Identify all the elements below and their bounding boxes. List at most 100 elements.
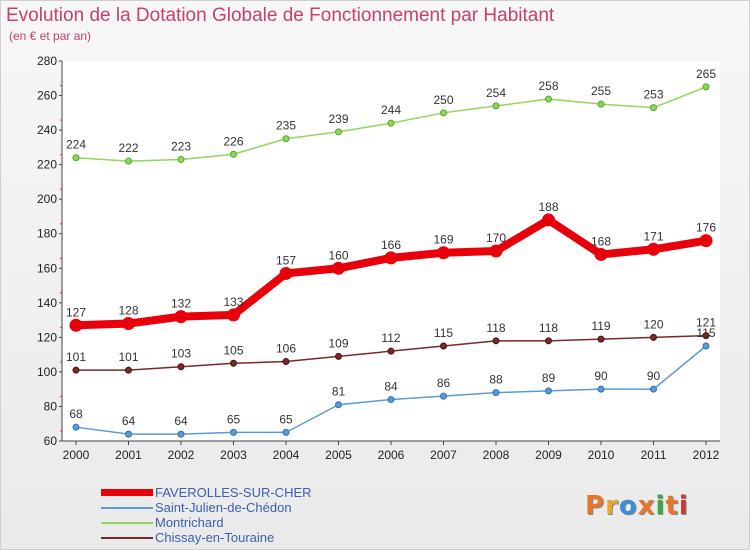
data-label: 157 xyxy=(276,253,296,267)
data-point xyxy=(387,119,395,127)
data-point xyxy=(335,128,342,136)
data-point xyxy=(440,109,447,117)
data-label: 112 xyxy=(381,331,400,345)
data-point xyxy=(650,385,657,393)
x-tick-label: 2004 xyxy=(273,448,300,462)
data-label: 168 xyxy=(591,234,611,248)
x-tick-label: 2009 xyxy=(535,448,562,462)
y-tick-label: 280 xyxy=(37,54,57,68)
data-point xyxy=(545,95,552,103)
data-label: 253 xyxy=(643,88,663,102)
y-tick-label: 60 xyxy=(44,434,58,448)
data-point xyxy=(489,244,503,258)
data-point xyxy=(702,342,710,350)
data-point xyxy=(492,337,500,345)
data-point xyxy=(282,358,290,366)
data-label: 118 xyxy=(486,321,505,335)
legend-swatch xyxy=(101,507,153,509)
y-tick-label: 240 xyxy=(37,123,57,137)
data-label: 84 xyxy=(384,380,398,394)
data-label: 250 xyxy=(433,93,453,107)
chart-title: Evolution de la Dotation Globale de Fonc… xyxy=(6,5,555,26)
data-label: 169 xyxy=(433,233,453,247)
legend-item-montrichard: Montrichard xyxy=(101,515,401,530)
data-label: 103 xyxy=(171,347,191,361)
data-point xyxy=(594,247,608,261)
data-label: 115 xyxy=(696,326,715,340)
data-label: 88 xyxy=(489,373,503,387)
data-point xyxy=(122,317,135,331)
data-label: 65 xyxy=(227,412,241,426)
data-label: 224 xyxy=(66,138,86,152)
data-point xyxy=(279,266,293,280)
data-label: 258 xyxy=(538,79,558,93)
data-point xyxy=(702,332,710,340)
x-tick-label: 2005 xyxy=(325,448,352,462)
data-label: 119 xyxy=(591,319,610,333)
data-point xyxy=(125,157,132,165)
data-label: 109 xyxy=(328,336,348,350)
data-label: 265 xyxy=(696,67,716,81)
data-point xyxy=(650,333,657,341)
data-label: 64 xyxy=(122,414,136,428)
legend: FAVEROLLES-SUR-CHER Saint-Julien-de-Chéd… xyxy=(101,485,401,545)
data-label: 89 xyxy=(542,371,556,385)
data-label: 132 xyxy=(171,297,191,311)
data-label: 81 xyxy=(332,385,346,399)
data-point xyxy=(650,104,657,112)
proxiti-logo: Proxiti xyxy=(585,491,689,521)
legend-item-chissay: Chissay-en-Touraine xyxy=(101,530,401,545)
data-label: 223 xyxy=(171,139,191,153)
y-tick-label: 180 xyxy=(37,227,57,241)
data-label: 120 xyxy=(643,317,663,331)
data-point xyxy=(125,430,132,438)
data-point xyxy=(387,396,395,404)
legend-swatch xyxy=(101,489,153,496)
data-label: 244 xyxy=(381,103,401,117)
data-point xyxy=(177,155,185,163)
data-point xyxy=(227,308,240,322)
x-tick-label: 2002 xyxy=(168,448,195,462)
y-tick-label: 80 xyxy=(44,399,58,413)
data-label: 118 xyxy=(539,321,558,335)
data-point xyxy=(545,337,552,345)
y-tick-label: 200 xyxy=(37,192,57,206)
x-tick-label: 2001 xyxy=(115,448,142,462)
x-tick-label: 2008 xyxy=(483,448,510,462)
data-point xyxy=(597,100,605,108)
data-point xyxy=(72,423,80,431)
y-tick-label: 260 xyxy=(37,89,57,103)
data-label: 133 xyxy=(223,295,243,309)
data-point xyxy=(335,401,342,409)
data-point xyxy=(335,352,342,360)
data-point xyxy=(597,385,605,393)
data-label: 68 xyxy=(69,407,83,421)
data-point xyxy=(647,242,660,256)
x-tick-label: 2000 xyxy=(63,448,90,462)
data-point xyxy=(492,389,500,397)
data-label: 166 xyxy=(381,238,401,252)
data-label: 226 xyxy=(223,134,243,148)
data-label: 101 xyxy=(118,350,138,364)
legend-label: Chissay-en-Touraine xyxy=(155,530,275,545)
data-label: 127 xyxy=(66,305,86,319)
x-tick-label: 2010 xyxy=(588,448,615,462)
data-point xyxy=(597,335,605,343)
x-tick-label: 2003 xyxy=(220,448,247,462)
y-tick-label: 220 xyxy=(37,158,57,172)
data-label: 160 xyxy=(328,248,348,262)
data-label: 90 xyxy=(647,369,661,383)
y-tick-label: 160 xyxy=(37,261,57,275)
data-point xyxy=(492,102,500,110)
data-label: 188 xyxy=(538,200,558,214)
x-tick-label: 2006 xyxy=(378,448,405,462)
chart-subtitle: (en € et par an) xyxy=(9,29,92,43)
x-tick-label: 2011 xyxy=(641,448,667,462)
data-label: 106 xyxy=(276,342,296,356)
data-label: 64 xyxy=(174,414,188,428)
data-label: 255 xyxy=(591,84,611,98)
data-label: 171 xyxy=(643,229,663,243)
data-label: 254 xyxy=(486,86,506,100)
